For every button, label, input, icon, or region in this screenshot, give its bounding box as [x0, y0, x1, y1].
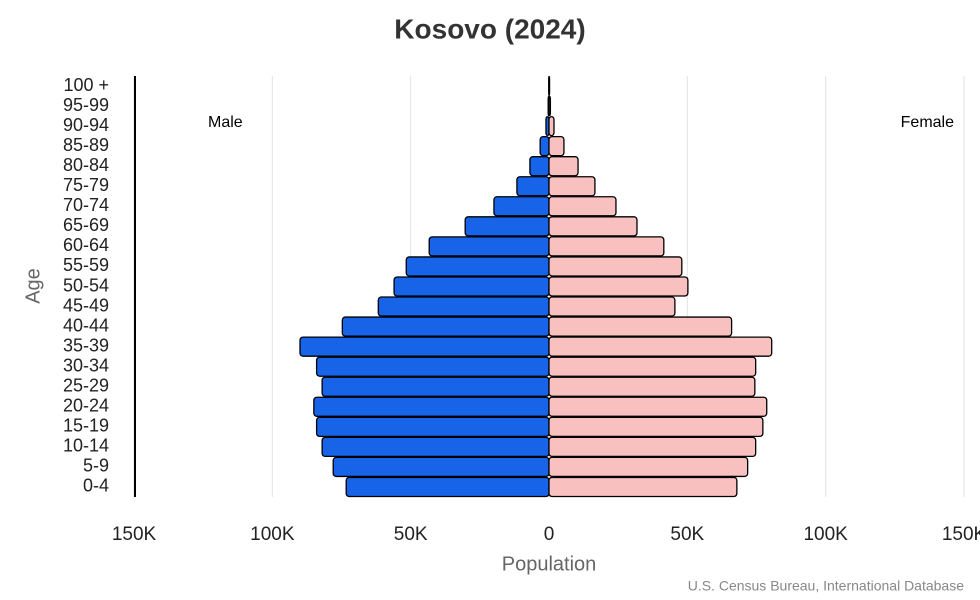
bar — [548, 296, 676, 317]
y-tick-label: 75-79 — [63, 175, 109, 195]
x-tick-label: 100K — [803, 524, 848, 545]
x-tick-label: 150K — [942, 524, 980, 545]
y-tick-label: 40-44 — [63, 315, 109, 335]
y-tick-label: 55-59 — [63, 255, 109, 275]
bar — [321, 376, 550, 397]
bar — [548, 456, 749, 478]
bar — [548, 416, 764, 438]
y-tick-label: 5-9 — [83, 456, 109, 476]
x-tick-label: 150K — [112, 524, 157, 545]
bar — [345, 476, 550, 498]
bar — [315, 416, 550, 438]
bar — [405, 256, 550, 277]
y-tick-label: 45-49 — [63, 295, 109, 315]
x-tick-label: 100K — [250, 524, 295, 545]
y-tick-label: 30-34 — [63, 355, 109, 375]
bar — [548, 336, 773, 357]
bar — [332, 456, 550, 478]
bar — [341, 316, 550, 337]
x-tick-label: 0 — [544, 524, 555, 545]
bar — [548, 476, 738, 498]
x-axis-label: Population — [502, 553, 597, 575]
y-tick-label: 0-4 — [83, 476, 109, 496]
bar — [516, 176, 550, 197]
bar — [548, 176, 596, 197]
y-tick-label: 95-99 — [63, 95, 109, 115]
bar — [493, 196, 550, 217]
y-tick-label: 60-64 — [63, 235, 109, 255]
bar — [299, 336, 550, 357]
bar — [313, 396, 550, 417]
bar — [548, 216, 638, 237]
x-tick-label: 50K — [394, 524, 428, 545]
bar — [539, 135, 550, 157]
y-tick-label: 10-14 — [63, 436, 109, 456]
legend-label: Male — [208, 114, 243, 131]
y-tick-label: 70-74 — [63, 195, 109, 215]
bar — [548, 276, 689, 297]
bar — [464, 216, 550, 237]
chart-title: Kosovo (2024) — [394, 13, 585, 44]
bar — [548, 436, 757, 458]
y-tick-label: 35-39 — [63, 335, 109, 355]
bar — [548, 256, 683, 277]
y-tick-label: 65-69 — [63, 215, 109, 235]
y-tick-label: 25-29 — [63, 375, 109, 395]
y-tick-label: 85-89 — [63, 135, 109, 155]
x-tick-label: 50K — [670, 524, 704, 545]
bar — [548, 196, 617, 217]
y-tick-label: 50-54 — [63, 275, 109, 295]
y-tick-label: 100 + — [63, 75, 109, 95]
legend-label: Female — [901, 114, 954, 131]
bar — [548, 376, 756, 397]
bar — [377, 296, 550, 317]
bar — [548, 135, 565, 157]
y-axis-label: Age — [22, 268, 44, 304]
bar — [315, 356, 550, 377]
y-tick-label: 15-19 — [63, 416, 109, 436]
bar — [548, 236, 665, 257]
bar — [548, 75, 551, 97]
bar — [428, 236, 550, 257]
bar — [548, 156, 579, 177]
bar — [548, 316, 733, 337]
y-tick-label: 80-84 — [63, 155, 109, 175]
bar — [548, 356, 757, 377]
bar — [529, 156, 550, 177]
y-tick-label: 90-94 — [63, 115, 109, 135]
bar — [548, 95, 552, 117]
y-tick-label: 20-24 — [63, 396, 109, 416]
bar — [393, 276, 550, 297]
bar — [548, 396, 768, 417]
bar — [321, 436, 550, 458]
bar — [548, 115, 555, 137]
source-note: U.S. Census Bureau, International Databa… — [688, 578, 964, 594]
